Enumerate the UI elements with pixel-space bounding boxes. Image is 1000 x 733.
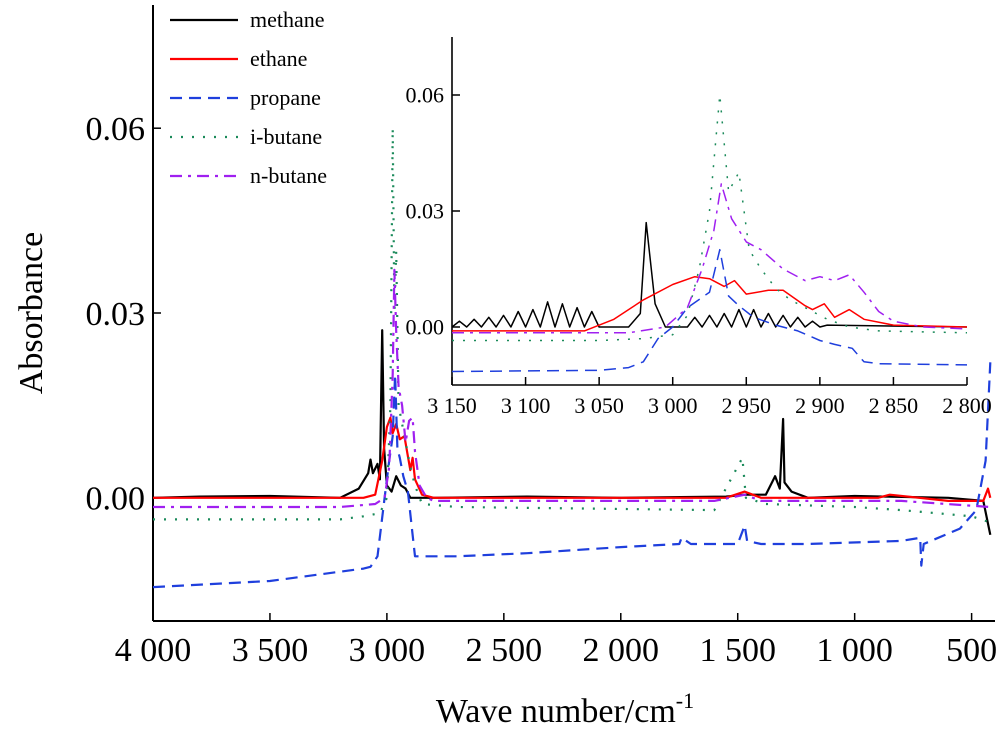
- main-series-propane: [152, 362, 992, 589]
- inset-series-propane: [451, 248, 968, 373]
- main-x-tick-label: 1 500: [699, 632, 776, 669]
- inset-x-tick-label: 2 900: [795, 393, 845, 418]
- main-x-axis-title-superscript: -1: [676, 688, 694, 713]
- inset-x-tick-label: 2 850: [869, 393, 919, 418]
- inset-x-tick-label: 2 800: [942, 393, 992, 418]
- main-x-axis-title: Wave number/cm-1: [436, 688, 694, 730]
- main-series-methane: [152, 329, 992, 536]
- inset-y-tick-label: 0.06: [406, 83, 445, 108]
- inset-x-tick-label: 3 050: [574, 393, 624, 418]
- inset-series-methane: [451, 221, 968, 328]
- inset-ticks: 3 150 3 100 3 050 3 000 2 950 2 900 2 850 2 800…: [406, 83, 992, 418]
- main-series: [152, 127, 992, 589]
- inset-x-tick-label: 3 000: [648, 393, 698, 418]
- main-x-axis-title-text: Wave number/cm: [436, 693, 676, 730]
- legend-label-n-butane: n-butane: [250, 163, 327, 188]
- main-ticks: 4 000 3 500 3 000 2 500 2 000 1 500 1 000 500 0.…: [86, 111, 998, 669]
- inset-series-n-butane: [452, 183, 968, 334]
- main-x-tick-label: 3 000: [349, 632, 426, 669]
- legend-label-ethane: ethane: [250, 46, 307, 71]
- inset-series: [451, 94, 968, 373]
- inset-x-tick-label: 2 950: [722, 393, 772, 418]
- main-series-n-butane: [153, 268, 991, 509]
- inset-series-ethane: [452, 275, 968, 332]
- main-y-tick-label: 0.00: [86, 481, 146, 518]
- main-x-tick-label: 500: [946, 632, 997, 669]
- legend: methane ethane propane i-butane n-butane: [170, 7, 327, 188]
- inset-series-i-butane: [452, 94, 968, 342]
- main-y-tick-label: 0.03: [86, 296, 146, 333]
- main-x-tick-label: 3 500: [232, 632, 309, 669]
- inset-x-tick-label: 3 100: [501, 393, 551, 418]
- inset-y-tick-label: 0.00: [406, 315, 445, 340]
- inset-x-tick-label: 3 150: [427, 393, 477, 418]
- main-x-tick-label: 2 000: [583, 632, 660, 669]
- main-series-ethane: [153, 416, 992, 502]
- legend-label-methane: methane: [250, 7, 325, 32]
- main-x-tick-label: 2 500: [466, 632, 543, 669]
- main-y-tick-label: 0.06: [86, 111, 146, 148]
- inset-plot: 3 150 3 100 3 050 3 000 2 950 2 900 2 850 2 800…: [406, 37, 992, 418]
- main-x-tick-label: 1 000: [816, 632, 893, 669]
- main-y-axis-title: Absorbance: [13, 232, 50, 394]
- main-x-tick-label: 4 000: [115, 632, 192, 669]
- inset-y-tick-label: 0.03: [406, 199, 445, 224]
- legend-label-propane: propane: [250, 85, 321, 110]
- main-plot: 4 000 3 500 3 000 2 500 2 000 1 500 1 000 500 0.…: [13, 5, 997, 730]
- legend-label-i-butane: i-butane: [250, 124, 322, 149]
